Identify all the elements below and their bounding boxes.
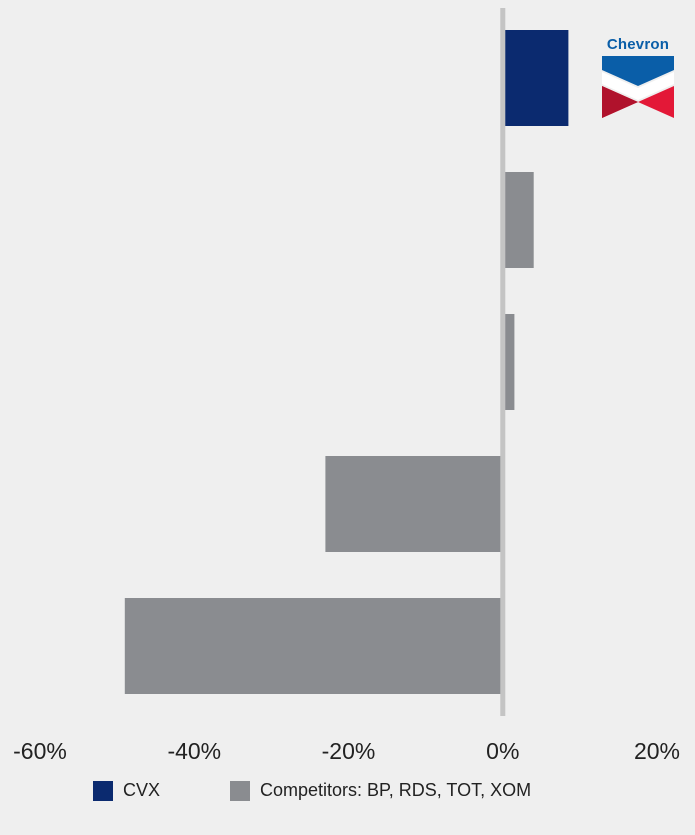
legend-label-competitors: Competitors: BP, RDS, TOT, XOM [260,780,532,800]
legend-item-cvx: CVX [93,780,160,801]
legend-swatch-cvx [93,780,113,801]
legend-item-competitors: Competitors: BP, RDS, TOT, XOM [230,780,531,801]
bar-5 [124,598,503,694]
tick-label-3: 0% [486,738,519,764]
chevron-logo-icon [602,56,674,118]
tick-label-4: 20% [634,738,680,764]
tick-label-1: -40% [167,738,221,764]
bar-2 [502,172,534,268]
tick-label-2: -20% [322,738,376,764]
legend-swatch-competitors [230,780,250,801]
legend-label-cvx: CVX [123,780,161,800]
tick-label-0: -60% [13,738,67,764]
bar-3 [502,314,515,410]
bars-layer [124,30,569,694]
legend: CVX Competitors: BP, RDS, TOT, XOM [0,780,695,810]
tick-labels-layer: -60% -40% -20% 0% 20% [13,738,680,764]
chevron-logo: Chevron [600,36,676,122]
logo-text: Chevron [606,36,670,53]
bar-4 [325,456,503,552]
bar-1 [502,30,569,126]
